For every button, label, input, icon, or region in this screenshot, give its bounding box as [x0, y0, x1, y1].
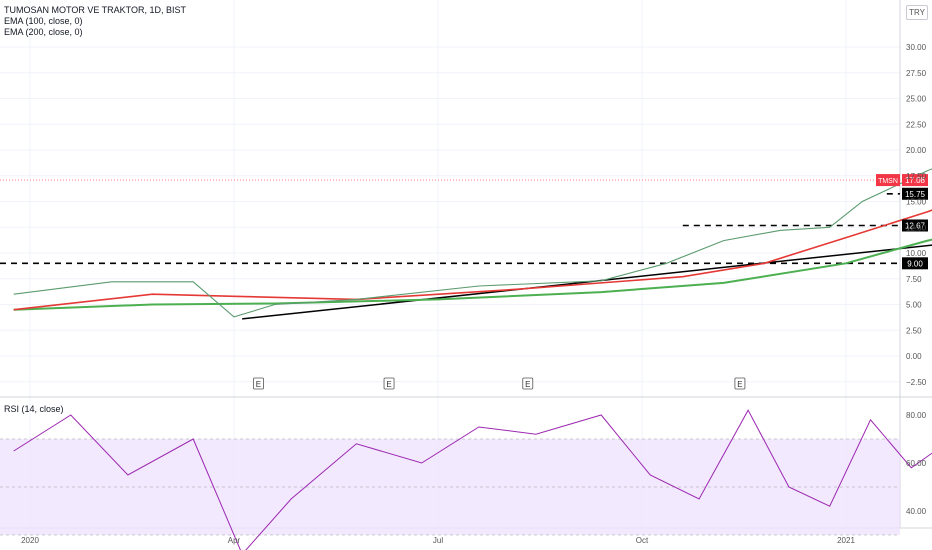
grid: [0, 0, 932, 529]
ema100-legend[interactable]: EMA (100, close, 0): [4, 16, 83, 26]
rsi-legend[interactable]: RSI (14, close): [4, 404, 64, 414]
earnings-marker-label: E: [525, 380, 530, 389]
symbol-title[interactable]: TUMOSAN MOTOR VE TRAKTOR, 1D, BIST: [4, 5, 187, 15]
price-axis-label: 10.00: [906, 249, 927, 258]
level-price-tag: [902, 257, 928, 270]
ticker-label: TMSN: [878, 178, 898, 185]
time-axis-label: Apr: [228, 536, 241, 545]
level-price-label: 15.75: [905, 190, 926, 199]
level-price-label: 12.67: [905, 221, 926, 230]
price-axis-label: 22.50: [906, 120, 927, 129]
price-axis-label: 7.50: [906, 275, 922, 284]
level-price-label: 9.00: [907, 259, 923, 268]
time-axis-label: 2020: [21, 536, 39, 545]
price-axis-label: 2.50: [906, 326, 922, 335]
earnings-marker[interactable]: [734, 377, 746, 390]
price-axis-label: 0.00: [906, 352, 922, 361]
axes: 15.75 12.67 9.00 TMSN 17.08 30.00 27.50 25.00 22…: [21, 43, 928, 545]
price-axis-label: 20.00: [906, 146, 927, 155]
earnings-marker[interactable]: [253, 377, 264, 390]
earnings-marker-label: E: [386, 380, 391, 389]
time-axis-label: 2021: [837, 536, 855, 545]
price-line: [13, 168, 932, 318]
rsi-axis-label: 60.00: [906, 459, 927, 468]
ema100-line: [13, 209, 932, 311]
chart-legend: TUMOSAN MOTOR VE TRAKTOR, 1D, BIST EMA (…: [4, 5, 186, 38]
ema200-legend[interactable]: EMA (200, close, 0): [4, 27, 83, 37]
price-axis-label: 15.00: [906, 198, 927, 207]
rsi-pane[interactable]: [0, 409, 932, 550]
rsi-axis-label: 40.00: [906, 507, 927, 516]
currency-button[interactable]: TRY: [906, 5, 928, 20]
earnings-marker-label: E: [737, 380, 742, 389]
level-price-tag: [902, 219, 928, 232]
rsi-line: [13, 409, 932, 550]
price-axis-label: 12.50: [906, 223, 927, 232]
earnings-marker[interactable]: [383, 377, 395, 390]
price-pane[interactable]: EEEEEEEE: [0, 89, 932, 390]
price-axis-label: −2.50: [906, 378, 927, 387]
ticker-tag: [876, 174, 900, 187]
time-axis-label: Jul: [433, 536, 443, 545]
earnings-marker-label: E: [256, 380, 261, 389]
price-axis-label: 30.00: [906, 43, 927, 52]
level-price-tag: [902, 187, 928, 200]
last-price-value: 17.08: [905, 176, 926, 185]
time-axis-label: Oct: [636, 536, 649, 545]
rsi-axis-label: 80.00: [906, 411, 927, 420]
last-price-tag: [902, 174, 928, 187]
price-axis-label: 17.50: [906, 172, 927, 181]
earnings-marker[interactable]: [522, 377, 534, 390]
price-axis-label: 5.00: [906, 301, 922, 310]
price-axis-label: 27.50: [906, 69, 927, 78]
price-axis-label: 25.00: [906, 95, 927, 104]
trend-line: [242, 244, 932, 320]
